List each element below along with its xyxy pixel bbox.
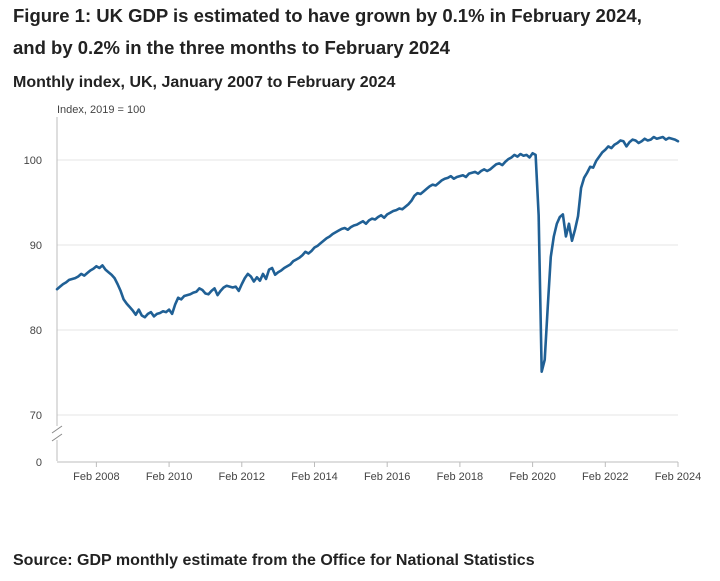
x-axis: Feb 2008 Feb 2010 Feb 2012 Feb 2014 Feb 2016… bbox=[73, 462, 701, 483]
x-tick-label-7: Feb 2022 bbox=[582, 471, 628, 483]
y-tick-label-0: 0 bbox=[36, 457, 42, 469]
y-tick-label-80: 80 bbox=[30, 325, 42, 337]
chart-title: Figure 1: UK GDP is estimated to have gr… bbox=[13, 5, 642, 58]
chart-subtitle: Monthly index, UK, January 2007 to Febru… bbox=[13, 74, 396, 91]
y-axis-unit-label: Index, 2019 = 100 bbox=[57, 104, 145, 116]
x-tick-label-6: Feb 2020 bbox=[509, 471, 555, 483]
x-tick-label-3: Feb 2014 bbox=[291, 471, 337, 483]
x-tick-label-0: Feb 2008 bbox=[73, 471, 119, 483]
y-tick-label-100: 100 bbox=[24, 155, 42, 167]
gdp-index-line bbox=[55, 135, 680, 373]
source-note: Source: GDP monthly estimate from the Of… bbox=[13, 552, 535, 569]
y-tick-label-70: 70 bbox=[30, 410, 42, 422]
x-tick-label-1: Feb 2010 bbox=[146, 471, 192, 483]
y-axis-tick-labels: 0 70 80 90 100 bbox=[24, 155, 42, 469]
x-tick-label-4: Feb 2016 bbox=[364, 471, 410, 483]
y-axis-break-marker bbox=[50, 425, 64, 442]
x-tick-label-5: Feb 2018 bbox=[437, 471, 483, 483]
x-tick-label-2: Feb 2012 bbox=[219, 471, 265, 483]
y-tick-label-90: 90 bbox=[30, 240, 42, 252]
gridlines bbox=[57, 159, 678, 463]
x-tick-label-8: Feb 2024 bbox=[655, 471, 701, 483]
